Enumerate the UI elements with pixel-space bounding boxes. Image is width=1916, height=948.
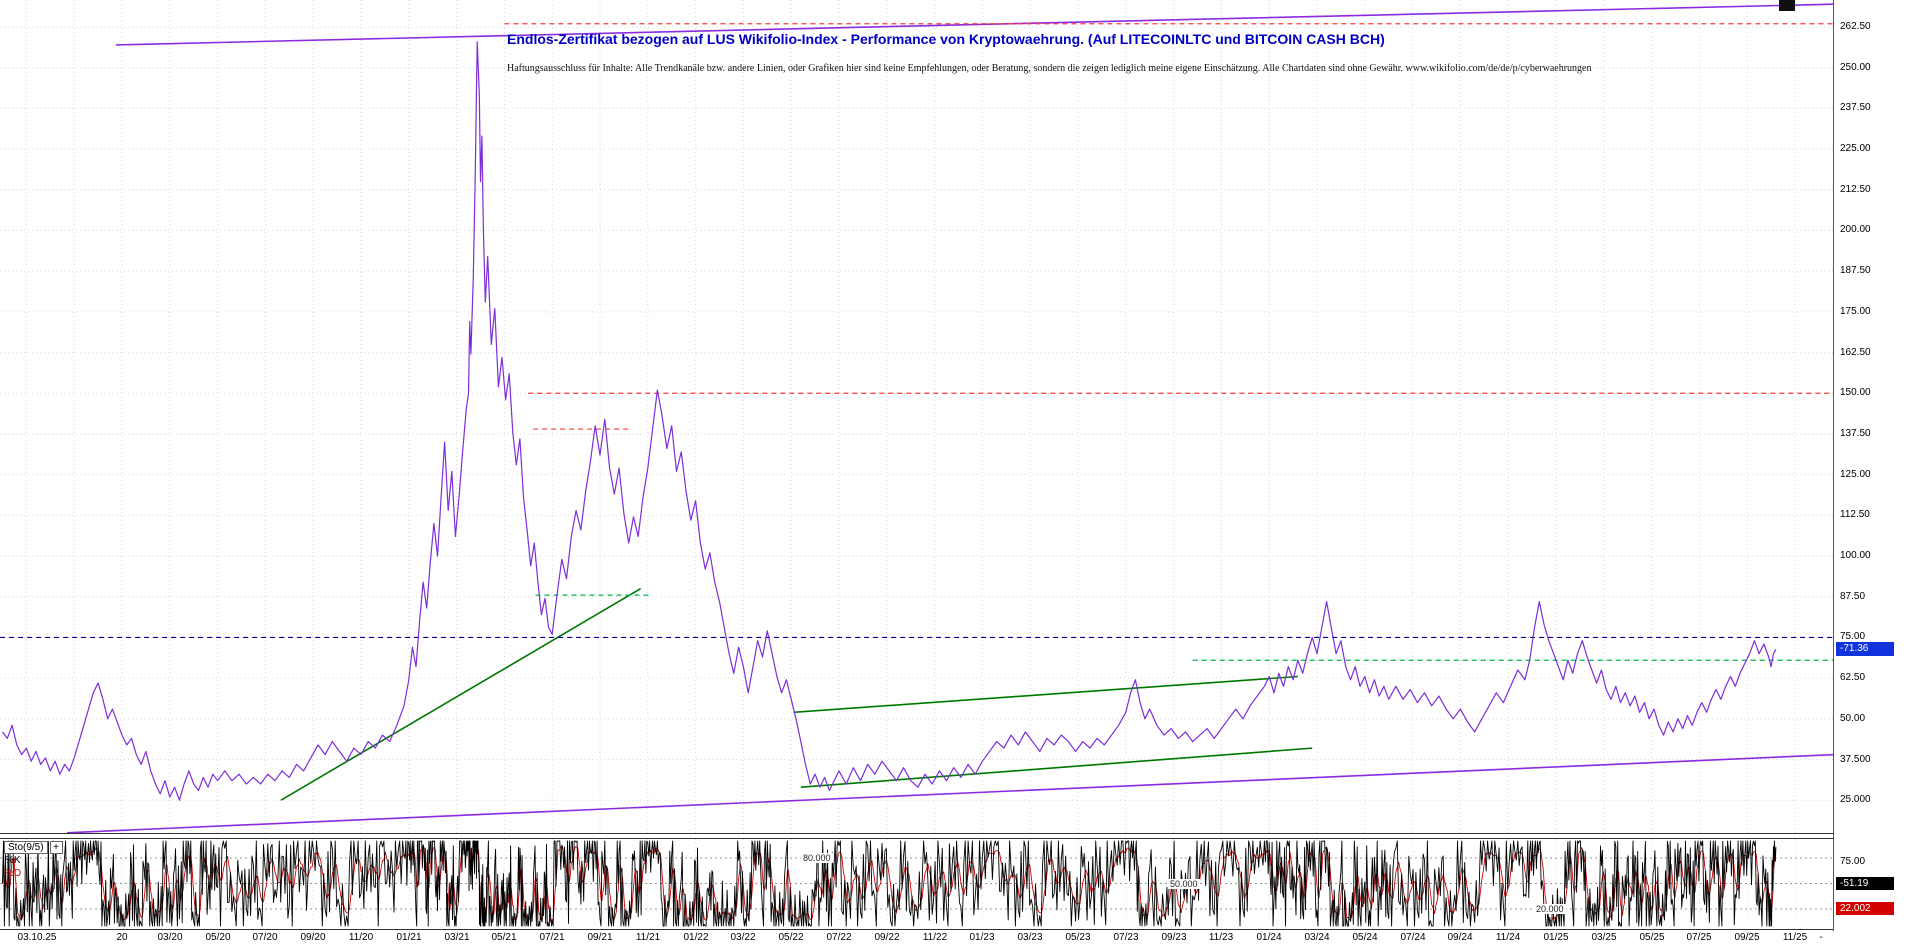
time-axis-tick: 03/25 [1591, 932, 1617, 943]
time-axis-tick: 03/24 [1304, 932, 1330, 943]
price-axis-tick: 37.500 [1840, 753, 1871, 765]
stochastic-level-label: 50.000 [1168, 878, 1200, 889]
time-axis-tick: 07/23 [1113, 932, 1139, 943]
percent-d-label: %D [5, 868, 22, 879]
price-axis[interactable]: -71.36 75.00 -51.19 22.002 262.50 250.00 2… [1833, 0, 1916, 948]
price-axis-tick: 62.50 [1840, 672, 1866, 684]
time-axis-tick: 07/24 [1400, 932, 1426, 943]
time-axis-tick: 11/20 [348, 932, 374, 943]
time-axis-tick: 03/22 [730, 932, 756, 943]
time-axis-tick: 09/25 [1734, 932, 1760, 943]
time-axis-tick: 01/24 [1256, 932, 1282, 943]
time-axis-tick: 05/22 [778, 932, 804, 943]
stochastic-panel[interactable]: Sto(9/5) + %K %D 80.000 50.000 20.000 [0, 838, 1833, 930]
chart-disclaimer: Haftungsausschluss für Inhalte: Alle Tre… [507, 63, 1592, 74]
current-price-badge: -71.36 [1836, 642, 1894, 656]
stochastic-d-badge: 22.002 [1836, 902, 1894, 915]
time-axis-tick: 07/20 [252, 932, 278, 943]
time-axis[interactable]: 03.10.25 20 03/20 05/20 07/20 09/20 11/20 01/21… [0, 931, 1916, 948]
time-axis-tick: 07/25 [1686, 932, 1712, 943]
price-axis-tick: 262.50 [1840, 21, 1871, 32]
chart-title: Endlos-Zertifikat bezogen auf LUS Wikifo… [507, 31, 1385, 47]
price-axis-tick: 87.50 [1840, 590, 1866, 602]
time-axis-tick: 05/25 [1639, 932, 1665, 943]
green-channel-top [793, 675, 1298, 714]
time-axis-tick: 01/25 [1543, 932, 1569, 943]
indicator-name-label[interactable]: Sto(9/5) [4, 841, 48, 854]
price-axis-tick: 100.00 [1840, 550, 1871, 562]
price-axis-tick: 112.50 [1840, 509, 1870, 521]
time-axis-tick: - [1819, 932, 1823, 943]
time-axis-tick: 09/24 [1447, 932, 1473, 943]
time-axis-tick: 01/22 [683, 932, 709, 943]
time-axis-tick: 05/23 [1065, 932, 1091, 943]
time-axis-tick: 03/20 [157, 932, 183, 943]
price-axis-tick: 50.00 [1840, 712, 1866, 724]
time-axis-tick: 05/24 [1352, 932, 1378, 943]
lower-violet-trend [66, 753, 1833, 833]
price-axis-tick: 212.50 [1840, 183, 1871, 195]
price-axis-tick: 75.00 [1840, 631, 1866, 643]
price-axis-tick: 150.00 [1840, 387, 1871, 399]
time-axis-tick: 05/20 [205, 932, 231, 943]
time-axis-tick: 03.10.25 [17, 932, 57, 943]
time-axis-tick: 07/22 [826, 932, 852, 943]
time-axis-tick: 20 [116, 932, 128, 943]
upper-violet-trend [116, 3, 1833, 46]
time-axis-tick: 03/23 [1017, 932, 1043, 943]
time-axis-tick: 11/24 [1495, 932, 1521, 943]
time-axis-tick: 01/21 [396, 932, 422, 943]
time-axis-tick: 11/25 [1782, 932, 1808, 943]
time-axis-tick: 03/21 [444, 932, 470, 943]
green-uptrend-2020-2021 [280, 587, 642, 801]
stochastic-k-badge: -51.19 [1836, 877, 1894, 890]
stochastic-level-label: 80.000 [801, 853, 833, 863]
price-axis-tick: 25.000 [1840, 794, 1871, 806]
time-axis-tick: 05/21 [491, 932, 517, 943]
stochastic-k-line [2, 840, 1777, 927]
price-axis-tick: 137.50 [1840, 427, 1871, 439]
time-axis-tick: 11/23 [1208, 932, 1234, 943]
price-axis-tick: 162.50 [1840, 346, 1871, 358]
top-right-marker [1779, 0, 1795, 11]
price-axis-tick: 125.00 [1840, 468, 1871, 480]
price-plot-canvas[interactable] [0, 0, 1833, 833]
price-line [2, 41, 1777, 801]
time-axis-tick: 09/22 [874, 932, 900, 943]
price-axis-tick: 237.50 [1840, 102, 1871, 114]
price-axis-tick: 200.00 [1840, 224, 1871, 236]
main-price-chart[interactable]: Endlos-Zertifikat bezogen auf LUS Wikifo… [0, 0, 1833, 834]
time-axis-tick: 09/23 [1161, 932, 1187, 943]
time-axis-tick: 09/21 [587, 932, 613, 943]
time-axis-tick: 07/21 [539, 932, 565, 943]
time-axis-tick: 11/21 [635, 932, 661, 943]
green-channel-bottom [800, 747, 1313, 789]
stochastic-level-label: 20.000 [1534, 904, 1566, 914]
price-axis-tick: 225.00 [1840, 143, 1871, 155]
stochastic-canvas[interactable] [0, 839, 1833, 927]
price-axis-tick: 250.00 [1840, 61, 1871, 73]
time-axis-tick: 09/20 [300, 932, 326, 943]
price-axis-tick: 187.50 [1840, 265, 1871, 277]
stochastic-axis-label: 75.00 [1840, 856, 1866, 867]
add-indicator-button[interactable]: + [49, 841, 63, 854]
time-axis-tick: 01/23 [969, 932, 995, 943]
price-axis-tick: 175.00 [1840, 305, 1871, 317]
percent-k-label: %K [5, 855, 21, 866]
time-axis-tick: 11/22 [922, 932, 948, 943]
